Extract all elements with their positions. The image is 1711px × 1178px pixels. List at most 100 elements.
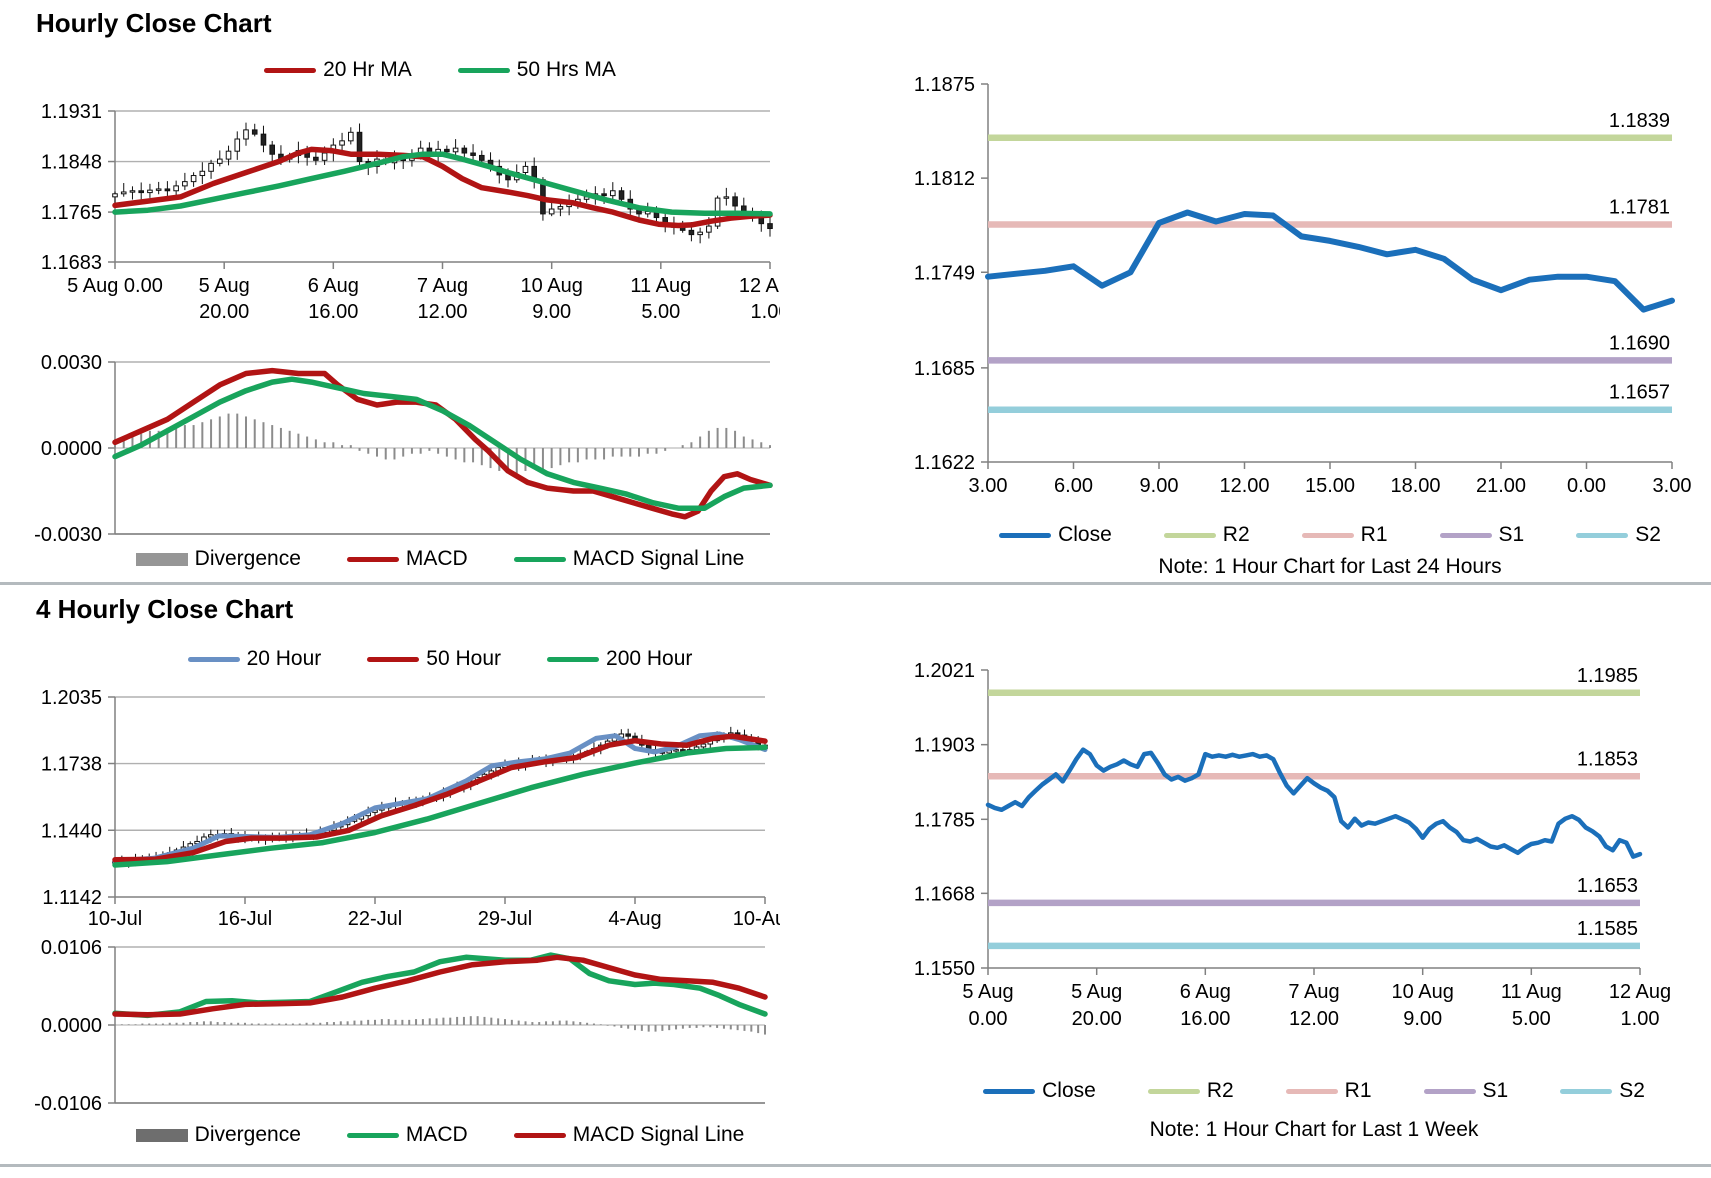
legend-label: R1 [1360,523,1388,546]
legend-marker [1560,1088,1613,1094]
fourh_macd-svg: 0.0106 0.0000 -0.0106 [34,937,768,1115]
section-2-title: 4 Hourly Close Chart [36,594,294,624]
bottom-divider [0,1164,1711,1167]
hourly-sr-note: Note: 1 Hour Chart for Last 24 Hours [1158,555,1502,578]
svg-text:1.1683: 1.1683 [41,252,102,274]
svg-text:12.00: 12.00 [1219,475,1269,497]
svg-text:11 Aug: 11 Aug [630,275,691,297]
fourh-ma-legend: 20 Hour 50 Hour 200 Hour [115,644,765,674]
svg-text:10-Jul: 10-Jul [88,908,142,930]
svg-text:1.00: 1.00 [1621,1008,1660,1030]
svg-text:1.2035: 1.2035 [41,687,102,709]
svg-text:1.1903: 1.1903 [914,735,975,757]
svg-text:7 Aug: 7 Aug [417,275,468,297]
svg-text:-0.0106: -0.0106 [34,1093,102,1115]
legend-marker [513,556,566,562]
svg-text:1.1738: 1.1738 [41,754,102,776]
legend-item-macd: MACD [346,1123,468,1147]
legend-marker [1423,1088,1476,1094]
svg-text:1.1690: 1.1690 [1609,332,1670,354]
legend-item-close: Close [999,523,1112,547]
svg-text:4-Aug: 4-Aug [608,908,661,930]
legend-marker [1576,532,1629,538]
hourly-ma-legend: 20 Hr MA 50 Hrs MA [115,55,765,85]
svg-text:21.00: 21.00 [1476,475,1526,497]
svg-text:1.1781: 1.1781 [1609,196,1670,218]
legend-label: S1 [1482,1079,1509,1102]
legend-item-50-hour: 50 Hour [367,647,501,671]
legend-label: MACD [405,547,468,570]
weekly-support-resistance-chart: 1.2021 1.1903 1.1785 1.1668 1.1550 5 Aug 0.00 5… [830,650,1710,1070]
hourly_macd-svg: 0.0030 0.0000 -0.0030 [34,352,773,546]
svg-text:18.00: 18.00 [1390,475,1440,497]
svg-text:1.1785: 1.1785 [914,809,975,831]
legend-marker [1439,532,1492,538]
legend-item-50-hrs-ma: 50 Hrs MA [457,58,616,82]
legend-marker [264,67,317,73]
legend-marker [999,532,1052,538]
legend-marker [513,1132,566,1138]
legend-marker [1147,1088,1200,1094]
legend-label: R2 [1206,1079,1234,1102]
legend-item-divergence: Divergence [135,547,301,571]
legend-label: S2 [1619,1079,1645,1102]
page-title: Hourly Close Chart [36,8,272,38]
hourly-close-candlestick-chart: 1.1931 1.1848 1.1765 1.1683 5 Aug 0.00 5 Aug 2… [20,90,801,340]
legend-label: 20 Hr MA [323,58,412,81]
legend-label: Close [1058,523,1112,546]
legend-item-r2: R2 [1147,1079,1234,1103]
legend-label: S1 [1498,523,1525,546]
svg-text:15.00: 15.00 [1305,475,1355,497]
svg-text:1.1812: 1.1812 [914,168,975,190]
svg-text:12.00: 12.00 [1289,1008,1339,1030]
svg-text:1.1668: 1.1668 [914,883,975,905]
legend-marker [135,1128,188,1142]
svg-text:1.1657: 1.1657 [1609,382,1670,404]
legend-marker [367,656,420,662]
legend-item-s1: S1 [1423,1079,1509,1103]
svg-text:-0.0030: -0.0030 [34,524,102,546]
legend-marker [1163,532,1216,538]
legend-item-r1: R1 [1285,1079,1372,1103]
svg-text:9.00: 9.00 [1140,475,1179,497]
legend-marker [1301,532,1354,538]
svg-text:6 Aug: 6 Aug [308,275,359,297]
legend-label: Close [1042,1079,1096,1102]
svg-text:20.00: 20.00 [1072,1008,1122,1030]
legend-label: 20 Hour [246,647,322,670]
svg-text:12 Aug: 12 Aug [1609,981,1671,1003]
legend-marker [983,1088,1036,1094]
svg-text:1.1685: 1.1685 [914,358,975,380]
legend-marker [1285,1088,1338,1094]
legend-item-s1: S1 [1439,523,1525,547]
svg-text:1.1931: 1.1931 [41,101,102,123]
svg-text:11 Aug: 11 Aug [1501,981,1562,1003]
svg-text:6.00: 6.00 [1054,475,1093,497]
svg-text:0.00: 0.00 [969,1008,1008,1030]
legend-item-s2: S2 [1560,1079,1645,1103]
legend-label: R2 [1222,523,1250,546]
legend-item-r1: R1 [1301,523,1388,547]
svg-text:5 Aug: 5 Aug [199,275,250,297]
legend-label: 50 Hrs MA [516,58,616,81]
svg-text:3.00: 3.00 [1653,475,1692,497]
weekly-sr-legend: Close R2 R1 S1 S2 [983,1076,1645,1106]
svg-text:1.1585: 1.1585 [1577,918,1638,940]
legend-item-r2: R2 [1163,523,1250,547]
legend-item-macd: MACD [346,547,468,571]
svg-text:0.0106: 0.0106 [41,937,102,959]
legend-label: S2 [1635,523,1661,546]
svg-text:1.1550: 1.1550 [914,958,975,980]
svg-text:1.1765: 1.1765 [41,202,102,224]
legend-marker [346,1132,399,1138]
svg-text:5.00: 5.00 [641,301,680,323]
four-hourly-macd-chart: 0.0106 0.0000 -0.0106 [20,935,780,1120]
legend-label: MACD [405,1123,468,1146]
svg-text:1.1142: 1.1142 [42,887,102,909]
svg-text:5 Aug 0.00: 5 Aug 0.00 [67,275,163,297]
svg-text:1.1848: 1.1848 [41,152,102,174]
legend-item-close: Close [983,1079,1096,1103]
